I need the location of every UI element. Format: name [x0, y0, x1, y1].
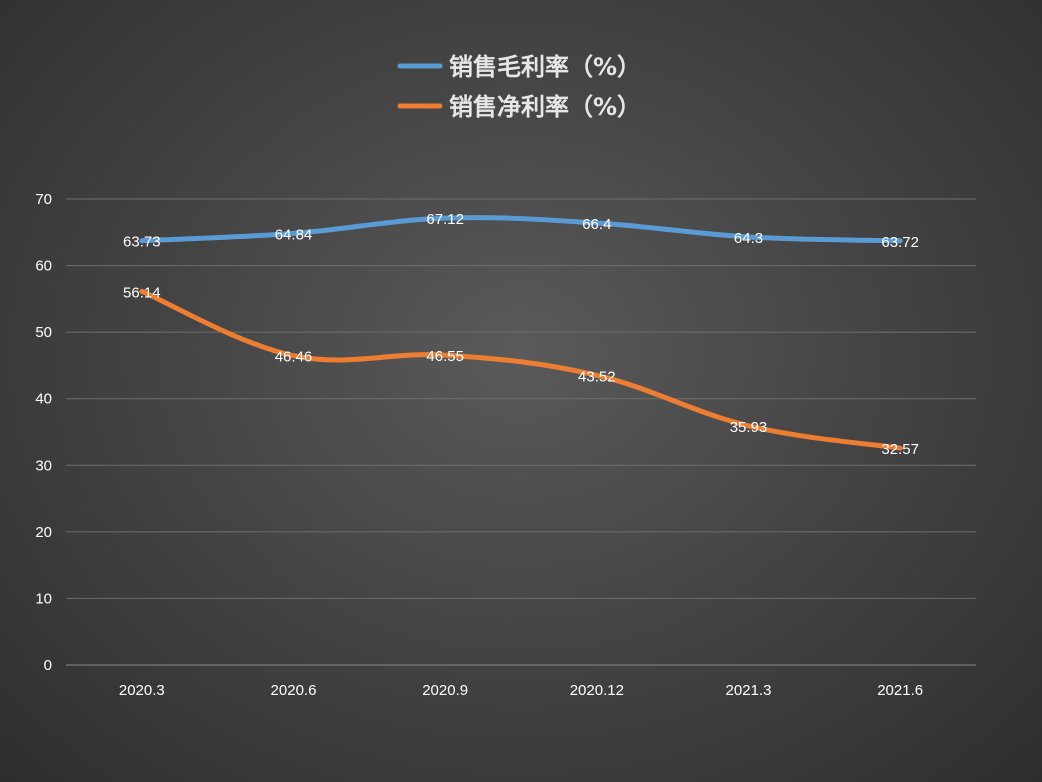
x-tick-label: 2020.3: [119, 682, 165, 699]
data-label: 67.12: [426, 211, 464, 228]
x-axis: 2020.3 2020.6 2020.9 2020.12 2021.3 2021.6: [119, 682, 923, 699]
x-tick-label: 2020.9: [422, 682, 468, 699]
data-label: 46.46: [275, 349, 313, 366]
x-tick-label: 2021.3: [726, 682, 772, 699]
data-label: 32.57: [881, 441, 919, 458]
y-tick-label: 10: [35, 590, 52, 607]
data-label: 46.55: [426, 348, 464, 365]
x-tick-label: 2020.12: [570, 682, 624, 699]
data-label: 66.4: [582, 216, 611, 233]
y-tick-label: 20: [35, 524, 52, 541]
y-tick-label: 70: [35, 191, 52, 208]
data-label: 35.93: [730, 419, 768, 436]
legend-label-1: 销售毛利率（%）: [449, 53, 641, 81]
data-label: 63.72: [881, 234, 919, 251]
gridlines: [66, 198, 976, 666]
y-axis: 0 10 20 30 40 50 60 70: [35, 191, 52, 674]
y-tick-label: 60: [35, 258, 52, 275]
x-tick-label: 2021.6: [877, 682, 923, 699]
series-line-2: [139, 288, 903, 451]
legend: 销售毛利率（%） 销售净利率（%）: [397, 53, 641, 121]
y-tick-label: 30: [35, 457, 52, 474]
data-label: 64.84: [275, 226, 313, 243]
series-lines: [139, 215, 903, 451]
y-tick-label: 0: [44, 657, 52, 674]
data-label: 63.73: [123, 234, 161, 251]
legend-label-2: 销售净利率（%）: [449, 93, 641, 121]
y-tick-label: 40: [35, 391, 52, 408]
data-label: 64.3: [734, 230, 763, 247]
data-labels: 63.73 64.84 67.12 66.4 64.3 63.72 56.14 46.46 46…: [123, 211, 919, 458]
x-tick-label: 2020.6: [271, 682, 317, 699]
series-line-1: [139, 215, 903, 244]
data-label: 43.52: [578, 368, 616, 385]
data-label: 56.14: [123, 284, 161, 301]
y-tick-label: 50: [35, 324, 52, 341]
